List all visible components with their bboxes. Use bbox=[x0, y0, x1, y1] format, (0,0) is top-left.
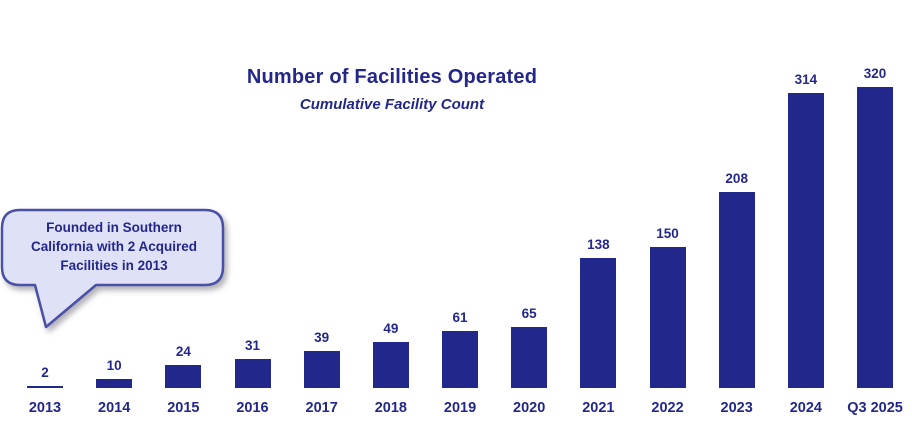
callout-text: Founded in Southern California with 2 Ac… bbox=[8, 218, 220, 275]
bar-value-label: 138 bbox=[587, 237, 610, 252]
bar-value-label: 208 bbox=[725, 171, 748, 186]
bar-2022 bbox=[649, 247, 686, 388]
x-axis-label: 2022 bbox=[651, 400, 684, 416]
bar-value-label: 65 bbox=[521, 306, 537, 321]
x-axis-label: 2020 bbox=[513, 400, 546, 416]
bar-2023 bbox=[718, 192, 755, 388]
x-axis-label: 2016 bbox=[236, 400, 269, 416]
bar-2020 bbox=[511, 327, 548, 388]
x-axis-label: 2024 bbox=[789, 400, 822, 416]
bar-value-label: 10 bbox=[106, 358, 122, 373]
bar-2019 bbox=[442, 331, 479, 388]
bar-value-label: 2 bbox=[41, 365, 49, 380]
bar-Q3 2025 bbox=[857, 87, 894, 388]
x-axis-label: 2018 bbox=[374, 400, 407, 416]
x-axis-label: 2017 bbox=[305, 400, 338, 416]
bar-2018 bbox=[372, 342, 409, 388]
x-axis-label: 2021 bbox=[582, 400, 615, 416]
bar-value-label: 61 bbox=[452, 310, 468, 325]
x-axis-label: 2023 bbox=[720, 400, 753, 416]
callout-bubble-path bbox=[0, 208, 225, 329]
bar-value-label: 24 bbox=[175, 344, 191, 359]
x-axis-label: 2014 bbox=[98, 400, 131, 416]
x-axis-label: 2015 bbox=[167, 400, 200, 416]
callout-bubble-shape bbox=[0, 208, 225, 329]
founding-callout: Founded in Southern California with 2 Ac… bbox=[0, 202, 250, 342]
bar-value-label: 150 bbox=[656, 226, 679, 241]
bar-2021 bbox=[580, 258, 617, 388]
bar-2014 bbox=[96, 379, 133, 388]
x-axis-label: 2013 bbox=[28, 400, 62, 416]
bar-value-label: 39 bbox=[314, 330, 330, 345]
bar-2016 bbox=[234, 359, 271, 388]
bar-value-label: 314 bbox=[794, 72, 818, 87]
callout-line-1: Founded in Southern bbox=[46, 220, 182, 235]
bar-value-label: 31 bbox=[244, 338, 261, 353]
callout-line-2: California with 2 Acquired bbox=[30, 239, 198, 254]
x-axis-label: 2019 bbox=[443, 400, 477, 416]
chart-subtitle: Cumulative Facility Count bbox=[299, 96, 485, 113]
bar-2024 bbox=[787, 93, 824, 388]
bar-2017 bbox=[303, 351, 340, 388]
bar-value-label: 49 bbox=[383, 321, 399, 336]
bar-value-label: 320 bbox=[863, 66, 887, 81]
callout-line-3: Facilities in 2013 bbox=[60, 258, 168, 273]
bar-2015 bbox=[165, 365, 202, 388]
chart-title: Number of Facilities Operated bbox=[246, 66, 538, 88]
x-axis-label: Q3 2025 bbox=[847, 400, 903, 416]
bar-2013 bbox=[27, 386, 63, 388]
